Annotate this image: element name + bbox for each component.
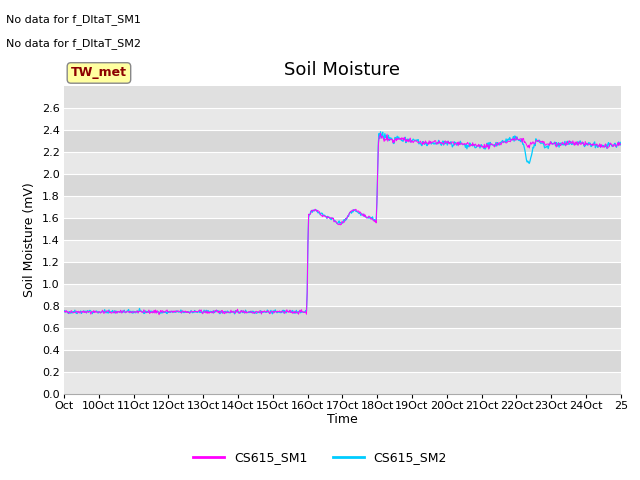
CS615_SM2 <box>60 309 68 315</box>
CS615_SM2 <box>433 141 440 147</box>
Line: CS615_SM2: CS615_SM2 <box>64 132 621 314</box>
CS615_SM1 <box>228 309 236 315</box>
Text: No data for f_DltaT_SM1: No data for f_DltaT_SM1 <box>6 14 141 25</box>
Bar <box>64 262 621 284</box>
CS615_SM2 <box>377 129 385 134</box>
Bar <box>64 240 621 262</box>
CS615_SM1 <box>433 141 440 147</box>
Bar <box>64 372 621 394</box>
Bar <box>64 130 621 152</box>
CS615_SM1 <box>401 137 409 143</box>
CS615_SM1 <box>156 312 163 318</box>
X-axis label: Time: Time <box>327 413 358 426</box>
CS615_SM1 <box>60 309 68 314</box>
CS615_SM1 <box>617 142 625 147</box>
Bar <box>64 152 621 174</box>
Title: Soil Moisture: Soil Moisture <box>284 61 401 79</box>
Bar <box>64 306 621 328</box>
Bar <box>64 196 621 218</box>
Bar <box>64 350 621 372</box>
Bar <box>64 328 621 350</box>
CS615_SM1 <box>256 308 264 314</box>
Y-axis label: Soil Moisture (mV): Soil Moisture (mV) <box>24 182 36 298</box>
CS615_SM1 <box>125 309 133 314</box>
CS615_SM1 <box>377 131 385 136</box>
CS615_SM2 <box>228 309 236 314</box>
Text: TW_met: TW_met <box>71 66 127 80</box>
Bar <box>64 284 621 306</box>
CS615_SM2 <box>256 310 264 316</box>
Legend: CS615_SM1, CS615_SM2: CS615_SM1, CS615_SM2 <box>188 446 452 469</box>
CS615_SM2 <box>617 140 625 145</box>
Bar <box>64 108 621 130</box>
CS615_SM2 <box>231 311 239 317</box>
CS615_SM2 <box>401 134 409 140</box>
Bar <box>64 218 621 240</box>
Text: No data for f_DltaT_SM2: No data for f_DltaT_SM2 <box>6 38 141 49</box>
CS615_SM1 <box>277 310 285 315</box>
Bar <box>64 174 621 196</box>
Line: CS615_SM1: CS615_SM1 <box>64 133 621 315</box>
CS615_SM2 <box>277 309 285 314</box>
CS615_SM2 <box>125 310 133 315</box>
